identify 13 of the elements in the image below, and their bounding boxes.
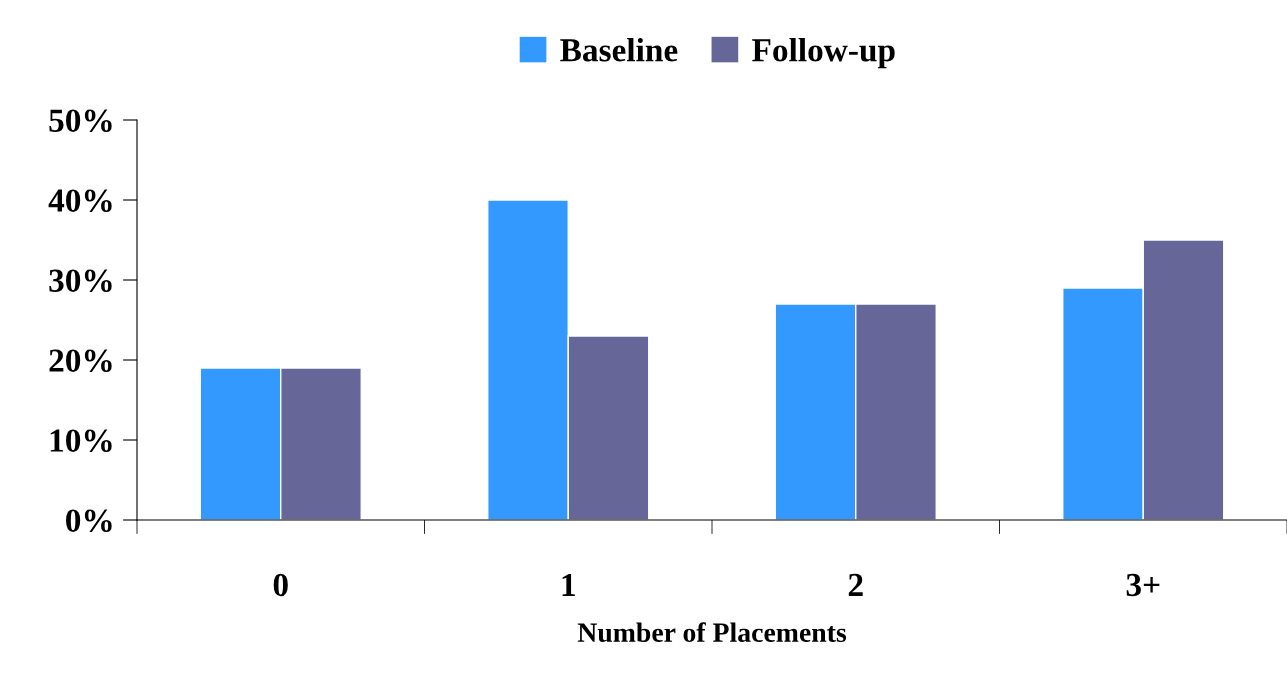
legend-label: Follow-up: [752, 38, 895, 69]
x-tick-label: 3+: [1126, 573, 1160, 597]
y-tick-label: 30%: [49, 269, 112, 292]
y-tick-label: 50%: [49, 109, 112, 132]
y-tick-label: 0%: [66, 509, 112, 532]
legend-label: Baseline: [560, 38, 678, 62]
y-tick-label: 40%: [48, 189, 112, 212]
y-tick-label: 10%: [50, 429, 112, 452]
x-tick-label: 1: [562, 573, 575, 596]
y-tick-label: 20%: [49, 349, 112, 372]
x-axis-title: Number of Placements: [577, 622, 847, 643]
x-tick-label: 2: [848, 573, 863, 596]
x-tick-label: 0: [273, 573, 288, 597]
